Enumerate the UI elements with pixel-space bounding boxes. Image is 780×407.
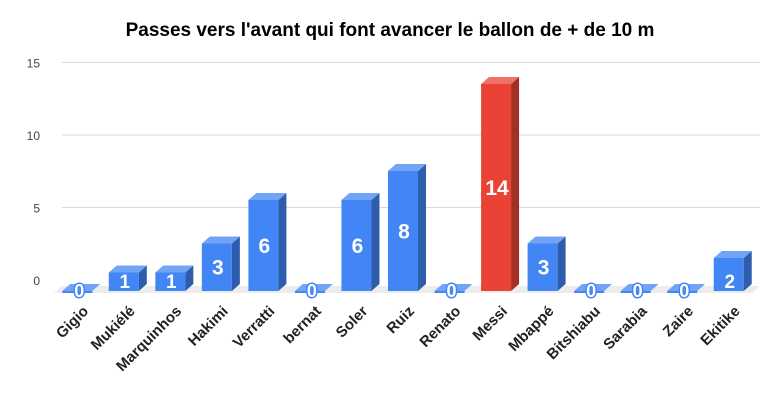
- data-label: 3: [212, 257, 224, 280]
- bar: 3: [527, 236, 566, 291]
- bar: 0: [574, 280, 613, 303]
- data-label: 6: [352, 235, 364, 258]
- x-tick-label: Sarabia: [600, 302, 651, 353]
- bar-top: [667, 284, 706, 291]
- bar-front: [620, 291, 651, 293]
- bar-front: [248, 200, 279, 291]
- bar-front: [62, 291, 93, 293]
- bar-top: [527, 236, 566, 244]
- bar-front: [108, 272, 139, 291]
- data-label: 2: [724, 272, 735, 293]
- bar-front: [713, 258, 744, 291]
- bar-front: [667, 291, 698, 293]
- bar-front: [294, 291, 325, 293]
- bar-top: [201, 236, 240, 244]
- bar-side: [138, 265, 147, 291]
- bar-top: [341, 193, 380, 200]
- x-tick-label: Messi: [469, 303, 511, 345]
- y-tick-label: 5: [33, 202, 40, 216]
- bar: 6: [341, 193, 380, 291]
- data-label: 8: [398, 220, 410, 243]
- bar-side: [278, 193, 287, 291]
- bar-top: [434, 284, 473, 291]
- bar: 0: [62, 280, 101, 303]
- bar-top: [574, 284, 613, 291]
- bar-side: [557, 236, 566, 291]
- data-label: 0: [679, 281, 689, 301]
- x-tick-label: Renato: [416, 303, 464, 351]
- bar: 1: [108, 265, 147, 293]
- data-label: 3: [538, 257, 550, 280]
- data-label: 1: [166, 272, 177, 293]
- y-tick-label: 15: [27, 57, 41, 71]
- x-tick-label: Gigio: [53, 303, 92, 342]
- data-label: 0: [307, 281, 317, 301]
- data-label: 0: [447, 281, 457, 301]
- bar-side: [418, 164, 426, 291]
- x-tick-label: Ruiz: [383, 303, 417, 337]
- bar-top: [713, 251, 752, 258]
- bar-side: [371, 193, 380, 291]
- x-tick-label: Verratti: [230, 303, 279, 352]
- bar: 0: [620, 280, 659, 303]
- bar-top: [481, 77, 520, 84]
- bar-top: [248, 193, 287, 200]
- data-label: 0: [74, 281, 84, 301]
- data-label: 0: [633, 281, 643, 301]
- bar-front: [388, 171, 418, 291]
- data-label: 6: [259, 235, 271, 258]
- bar-top: [155, 265, 194, 273]
- bar-front: [434, 291, 465, 293]
- bar-front: [574, 291, 605, 293]
- bar-side: [231, 236, 240, 291]
- y-axis: 0 5 10 15: [27, 57, 41, 289]
- bar-side: [511, 77, 520, 291]
- bars-layer: 0 1 1 3 6 0 6 8 0 14 3 0 0 0 2: [62, 77, 752, 303]
- data-label: 1: [120, 272, 131, 293]
- bar-front: [155, 272, 186, 291]
- bar-side: [743, 251, 752, 291]
- x-tick-label: Soler: [333, 303, 372, 342]
- bar: 1: [155, 265, 194, 293]
- bar: 6: [248, 193, 287, 291]
- x-tick-label: bernat: [280, 303, 324, 347]
- bar-top: [108, 265, 147, 273]
- bar-top: [62, 284, 101, 291]
- bar: 8: [388, 164, 426, 291]
- x-tick-label: Zaire: [660, 303, 697, 340]
- x-tick-label: Hakimi: [185, 303, 232, 350]
- bar-side: [185, 265, 194, 291]
- bar: 2: [713, 251, 752, 293]
- bar-top: [388, 164, 426, 171]
- bar-top: [294, 284, 333, 291]
- bar-top: [620, 284, 659, 291]
- bar: 14: [481, 77, 520, 291]
- data-label: 0: [586, 281, 596, 301]
- bar-front: [341, 200, 372, 291]
- chart-title: Passes vers l'avant qui font avancer le …: [125, 20, 655, 41]
- y-tick-label: 10: [27, 129, 41, 143]
- bar: 0: [434, 280, 473, 303]
- bar-front: [201, 243, 232, 291]
- bar-front: [481, 84, 512, 291]
- bar: 0: [294, 280, 333, 303]
- bar-front: [527, 243, 558, 291]
- bar: 3: [201, 236, 240, 291]
- y-tick-label: 0: [33, 274, 40, 288]
- data-label: 14: [485, 177, 509, 200]
- x-tick-label: Ekitike: [697, 303, 743, 349]
- bar: 0: [667, 280, 706, 303]
